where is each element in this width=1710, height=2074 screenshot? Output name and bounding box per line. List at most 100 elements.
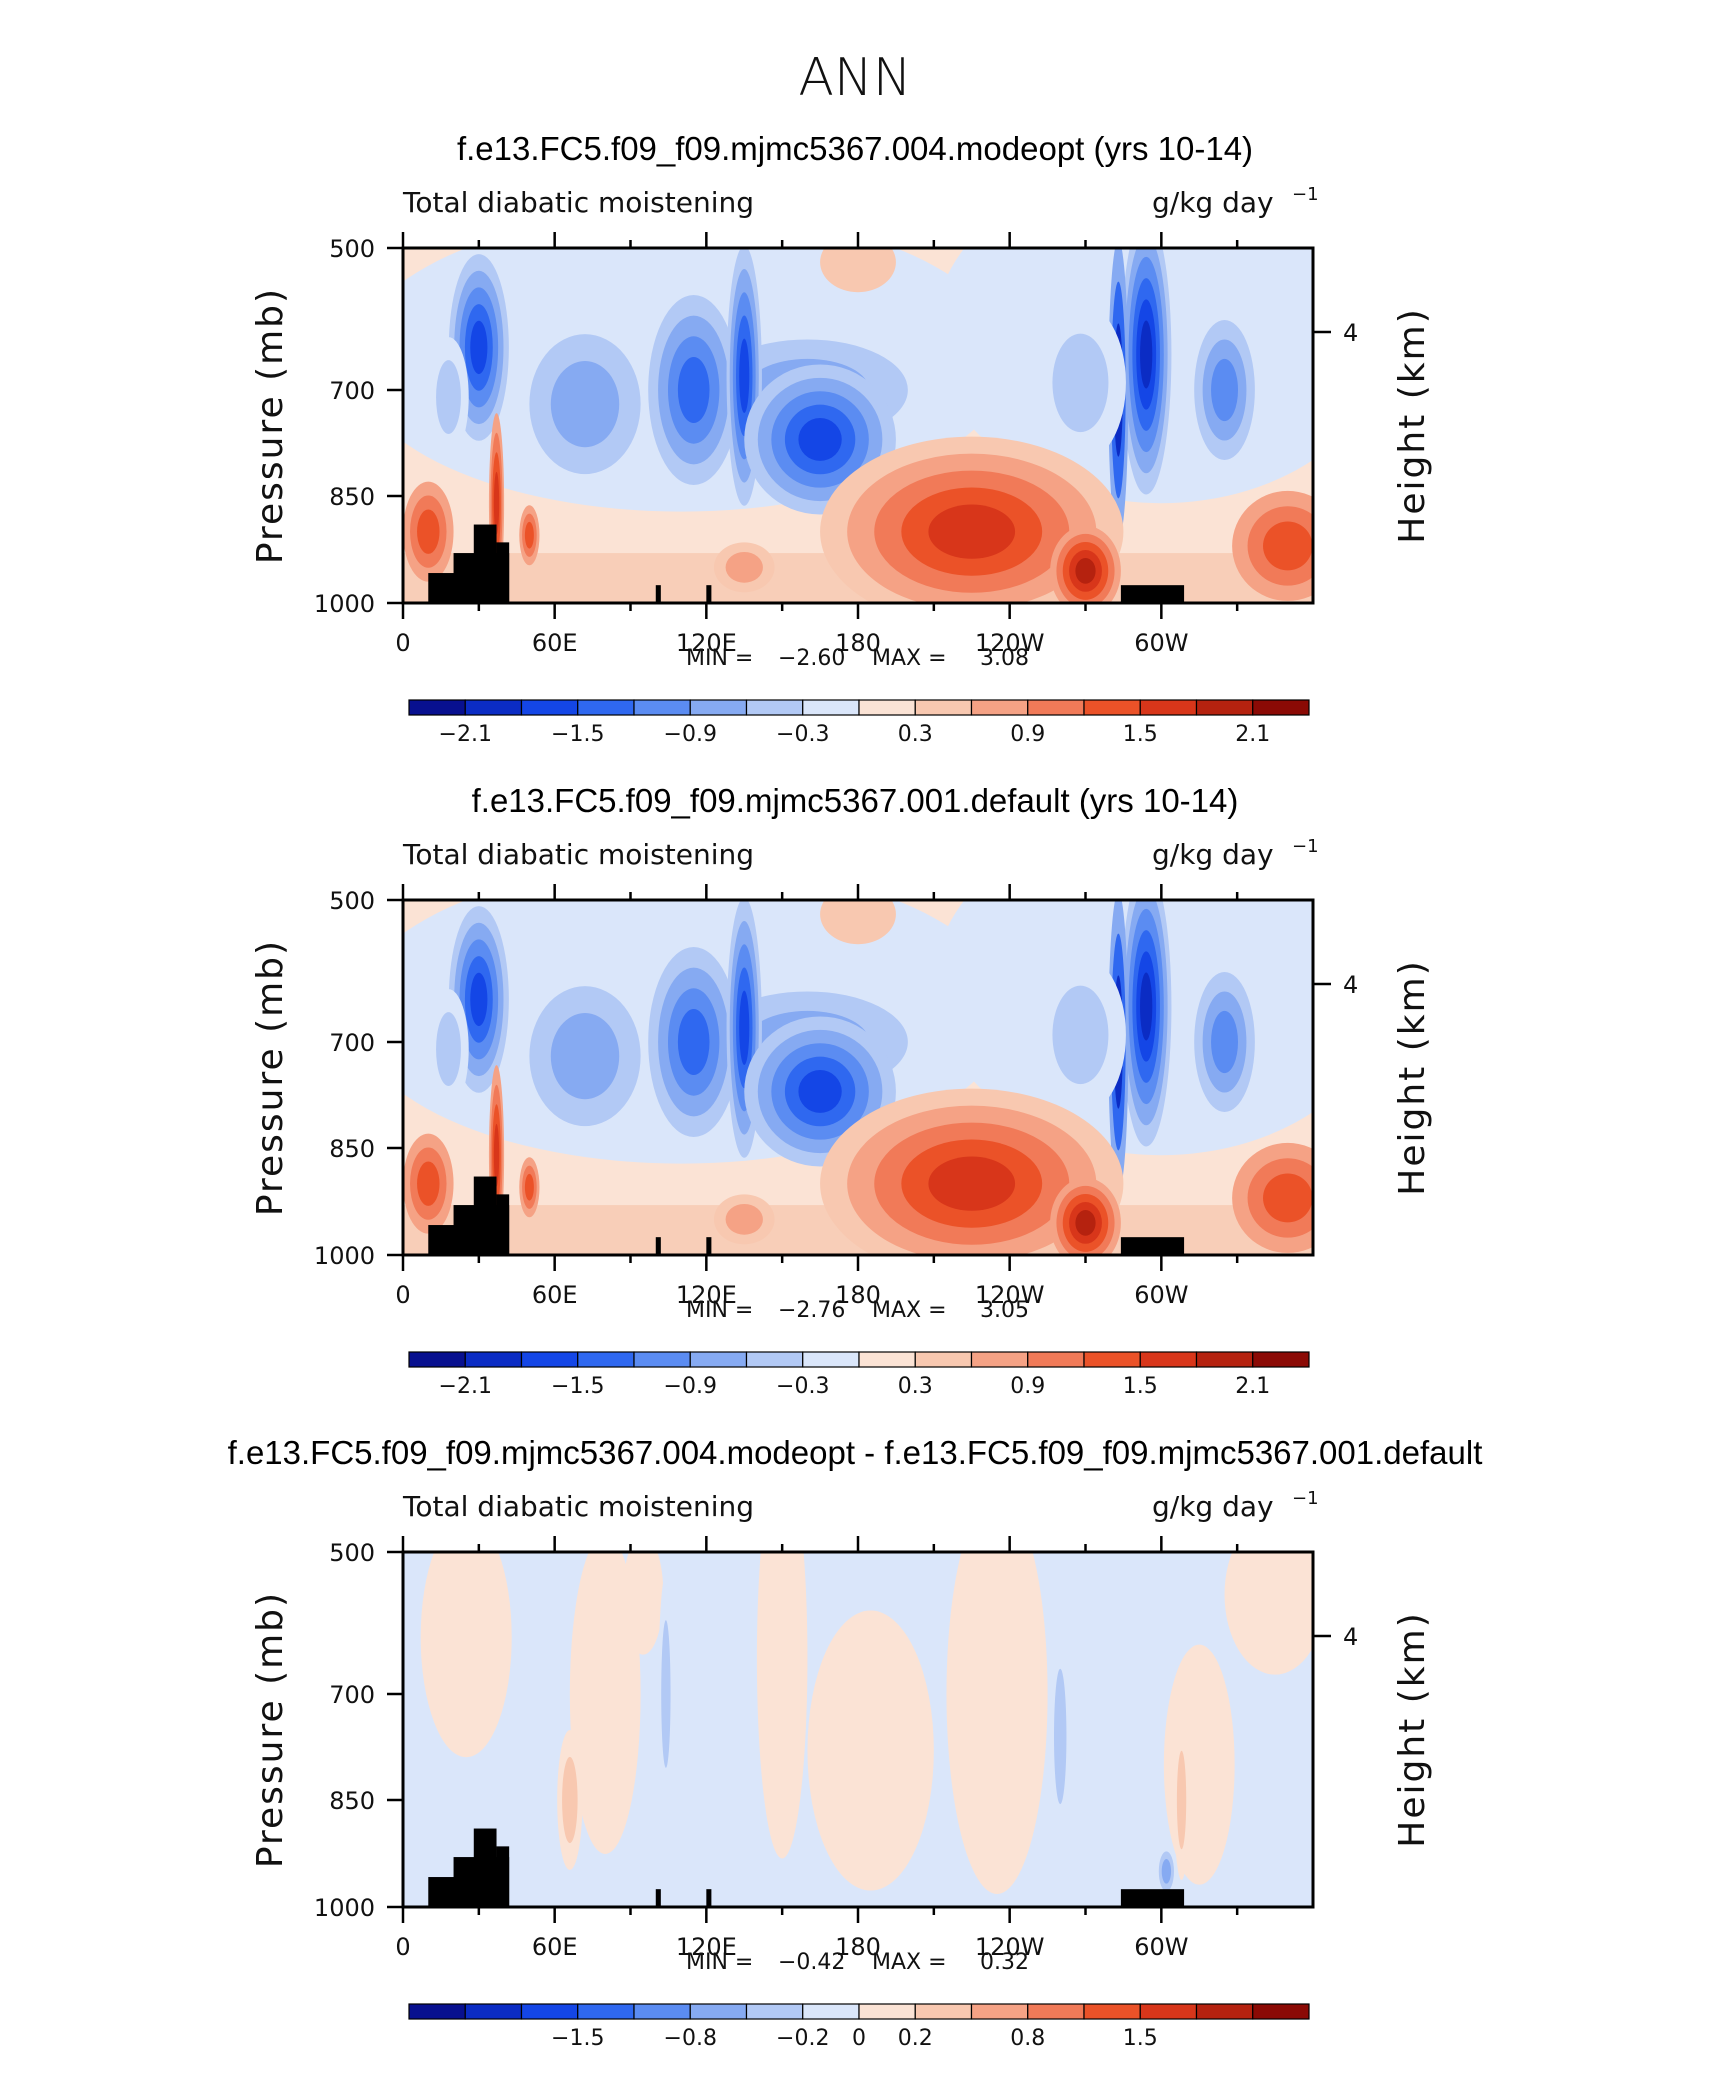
terrain-mask (655, 1237, 661, 1255)
x-tick-label: 120W (975, 629, 1045, 657)
colorbar-swatch (408, 2003, 466, 2020)
terrain-mask (496, 542, 510, 603)
drying-core (798, 418, 842, 461)
drying-region (550, 361, 620, 448)
colorbar-swatch (1252, 2003, 1310, 2020)
colorbar: −2.1 −1.5 −0.9 −0.3 0.3 0.9 1.5 2.1 (408, 699, 1310, 747)
variable-label: Total diabatic moistening (402, 838, 754, 871)
units-exponent: −1 (1292, 184, 1319, 205)
terrain-mask (473, 1176, 497, 1255)
colorbar-swatch (858, 1351, 916, 1368)
y2-tick-label: 4 (1343, 319, 1358, 347)
colorbar-swatch (520, 2003, 579, 2020)
colorbar-swatch (577, 2003, 635, 2020)
moistening-column (493, 471, 500, 535)
terrain-mask (706, 1889, 712, 1907)
moistening-core (1075, 558, 1096, 584)
y-tick-label: 500 (329, 887, 375, 915)
x-tick-label: 180 (835, 629, 881, 657)
colorbar: −1.5 −0.8 −0.2 0 0.2 0.8 1.5 (408, 2003, 1310, 2051)
moistening-region (1176, 1750, 1187, 1850)
y2-axis-title: Height (km) (1392, 959, 1433, 1195)
colorbar-swatch (464, 2003, 523, 2020)
contour-field (403, 248, 1313, 603)
colorbar-swatch (914, 2003, 973, 2020)
colorbar-swatch (408, 1351, 466, 1368)
terrain-mask (655, 585, 661, 603)
drying-region (436, 360, 461, 434)
colorbar-swatch (1252, 1351, 1310, 1368)
contour-field (403, 900, 1313, 1255)
moistening-core (928, 504, 1016, 559)
drying-column (661, 1620, 671, 1768)
moistening-region (756, 1552, 808, 1859)
x-tick-label: 60E (532, 629, 578, 657)
colorbar-label: 2.1 (1235, 722, 1270, 747)
colorbar-swatch (633, 1351, 691, 1368)
drying-column (739, 990, 750, 1065)
moistening-core (928, 1156, 1016, 1211)
x-tick-label: 60E (532, 1281, 578, 1309)
terrain-mask (1120, 585, 1185, 603)
colorbar: −2.1 −1.5 −0.9 −0.3 0.3 0.9 1.5 2.1 (408, 1351, 1310, 1399)
contour-field (403, 1552, 1313, 1907)
colorbar-label: 0.3 (898, 1374, 933, 1399)
colorbar-swatch (1139, 699, 1198, 716)
moistening-region (524, 1173, 534, 1201)
moistening-blob (820, 900, 896, 945)
colorbar-label: −2.1 (439, 1374, 492, 1399)
moistening-region (1263, 521, 1313, 571)
terrain-mask (706, 1237, 712, 1255)
terrain-mask (496, 1194, 510, 1255)
colorbar-swatch (633, 2003, 691, 2020)
colorbar-swatch (970, 699, 1029, 716)
moistening-region (417, 1161, 440, 1206)
x-tick-label: 0 (395, 1933, 410, 1961)
colorbar-swatch (1083, 1351, 1141, 1368)
colorbar-label: 1.5 (1123, 722, 1158, 747)
contour-plot: Total diabatic moistening g/kg day −1 500 70… (250, 1488, 1433, 2051)
moistening-region (562, 1756, 578, 1844)
moistening-region (1263, 1173, 1313, 1223)
y-tick-label: 700 (329, 377, 375, 405)
colorbar-swatch (633, 699, 691, 716)
drying-region (1211, 1010, 1239, 1074)
case-title: f.e13.FC5.f09_f09.mjmc5367.004.modeopt -… (227, 1434, 1483, 1471)
drying-column (1140, 972, 1153, 1041)
drying-column (1054, 1668, 1067, 1805)
colorbar-swatch (802, 699, 860, 716)
drying-region (1161, 1859, 1172, 1884)
units-label: g/kg day (1152, 838, 1274, 871)
drying-region (1211, 358, 1239, 422)
variable-label: Total diabatic moistening (402, 186, 754, 219)
colorbar-swatch (858, 2003, 916, 2020)
x-tick-label: 0 (395, 1281, 410, 1309)
colorbar-label: −0.3 (776, 1374, 829, 1399)
colorbar-label: 0.9 (1010, 1374, 1045, 1399)
stat-max-value: 3.05 (980, 1298, 1029, 1323)
y2-tick-label: 4 (1343, 971, 1358, 999)
drying-region (550, 1013, 620, 1100)
y-tick-label: 500 (329, 1539, 375, 1567)
stat-max-value: 0.32 (980, 1950, 1029, 1975)
stat-max-label: MAX = (872, 1950, 947, 1975)
colorbar-swatch (745, 2003, 804, 2020)
colorbar-label: 0.2 (898, 2026, 933, 2051)
units-exponent: −1 (1292, 1488, 1319, 1509)
moistening-core (1075, 1210, 1096, 1236)
colorbar-swatch (689, 1351, 748, 1368)
y-tick-label: 1000 (314, 1242, 375, 1270)
stat-max-value: 3.08 (980, 646, 1029, 671)
x-tick-label: 120W (975, 1281, 1045, 1309)
plot-area: 500 700 850 1000 4 0 60E 120E 180 120W 60W (314, 1536, 1358, 1961)
colorbar-swatch (520, 1351, 579, 1368)
panel-2: f.e13.FC5.f09_f09.mjmc5367.001.default (… (0, 782, 1710, 1422)
moistening-region (524, 521, 534, 549)
colorbar-label: −0.9 (664, 1374, 717, 1399)
colorbar-label: 1.5 (1123, 2026, 1158, 2051)
terrain-mask (473, 1828, 497, 1907)
colorbar-swatch (1083, 2003, 1141, 2020)
drying-column (470, 972, 488, 1027)
moistening-region (622, 1552, 664, 1655)
stat-min-label: MIN = (686, 1298, 753, 1323)
